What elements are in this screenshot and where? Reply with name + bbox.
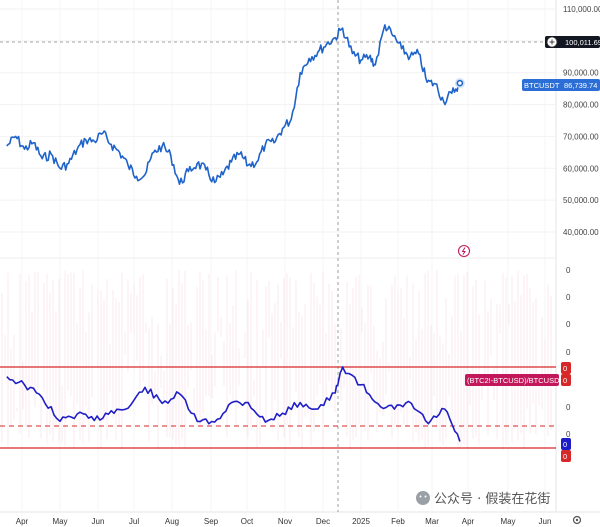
last-value-number: 86,739.74 xyxy=(564,81,597,90)
month-label: Jul xyxy=(129,517,139,526)
lower-band-value-box xyxy=(561,450,571,462)
crosshair-label: 100,011.69 xyxy=(545,36,600,48)
month-label: Nov xyxy=(278,517,292,526)
background-noise xyxy=(1,270,552,450)
btcusdt-line xyxy=(6,24,461,185)
alert-icon[interactable] xyxy=(457,244,471,258)
spread-series xyxy=(6,366,461,442)
indicator-badge-text: (BTC2!-BTCUSD)/BTCUSD xyxy=(467,376,560,385)
month-label: Sep xyxy=(204,517,219,526)
price-tick-label: 70,000.00 xyxy=(563,132,599,141)
watermark: 公众号 · 假装在花街 xyxy=(416,491,550,507)
month-label: May xyxy=(52,517,67,526)
indicator-badge-bg xyxy=(465,374,559,386)
last-price-marker-inner xyxy=(456,79,464,87)
last-value-badge-bg xyxy=(522,79,600,91)
indicator-value-box-1 xyxy=(561,374,571,386)
last-value-series-label: BTCUSDT xyxy=(524,81,560,90)
indicator-tick-label: 0 xyxy=(566,293,571,302)
crosshair-label-text: 100,011.69 xyxy=(565,38,600,47)
price-tick-label: 110,000.00 xyxy=(563,5,600,14)
month-label: Aug xyxy=(165,517,179,526)
price-tick-label: 60,000.00 xyxy=(563,164,599,173)
upper-band-value: 0 xyxy=(563,364,567,373)
month-label: Apr xyxy=(16,517,29,526)
gridlines xyxy=(0,0,556,512)
month-label: Apr xyxy=(462,517,475,526)
indicator-tick-label: 0 xyxy=(566,403,571,412)
month-label: Oct xyxy=(241,517,254,526)
month-label: Dec xyxy=(316,517,330,526)
spread-line xyxy=(6,366,461,442)
lower-band-value: 0 xyxy=(563,452,567,461)
indicator-tick-label: 0 xyxy=(566,348,571,357)
month-label: Jun xyxy=(539,517,552,526)
plus-icon[interactable] xyxy=(546,36,558,48)
month-label: Mar xyxy=(425,517,439,526)
month-label: 2025 xyxy=(352,517,370,526)
indicator-badge: (BTC2!-BTCUSD)/BTCUSD 0 0 0 0 xyxy=(465,362,571,462)
price-tick-label: 80,000.00 xyxy=(563,101,599,110)
month-label: Feb xyxy=(391,517,405,526)
indicator-axis: 0 0 0 0 0 0 xyxy=(566,266,571,439)
indicator-tick-label: 0 xyxy=(566,430,571,439)
indicator-tick-label: 0 xyxy=(566,320,571,329)
month-label: Jun xyxy=(92,517,105,526)
price-tick-label: 40,000.00 xyxy=(563,228,599,237)
indicator-tick-label: 0 xyxy=(566,266,571,275)
price-tick-label: 90,000.00 xyxy=(563,69,599,78)
wechat-icon xyxy=(416,491,430,505)
last-value-badge: BTCUSDT 86,739.74 xyxy=(522,79,600,91)
month-label: May xyxy=(500,517,515,526)
watermark-text: 公众号 · 假装在花街 xyxy=(434,491,550,507)
spread-value: 0 xyxy=(563,440,567,449)
upper-band-value-box xyxy=(561,362,571,374)
time-axis: Apr May Jun Jul Aug Sep Oct Nov Dec 2025 Feb Mar Apr… xyxy=(16,517,552,526)
price-tick-label: 50,000.00 xyxy=(563,196,599,205)
indicator-value-1: 0 xyxy=(563,376,567,385)
gear-icon[interactable] xyxy=(572,515,582,525)
crosshair-label-bg xyxy=(545,36,600,48)
btcusdt-series xyxy=(6,24,461,185)
spread-value-box xyxy=(561,438,571,450)
